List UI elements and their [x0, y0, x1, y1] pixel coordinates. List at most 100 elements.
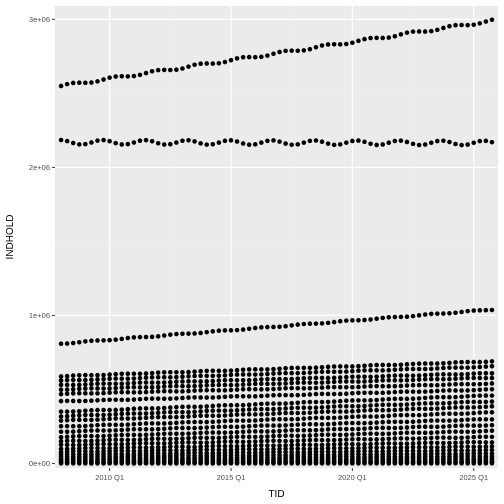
data-point [168, 332, 173, 337]
data-point [265, 371, 270, 377]
data-point [307, 433, 313, 438]
data-point [192, 431, 197, 436]
data-point [107, 428, 112, 433]
data-point [125, 371, 131, 377]
data-point [295, 405, 301, 411]
data-point [343, 403, 349, 409]
data-point [192, 419, 197, 425]
data-point [64, 382, 70, 388]
data-point [277, 443, 282, 448]
data-point [283, 385, 288, 391]
data-point [210, 403, 216, 409]
data-point [234, 461, 240, 466]
data-point [76, 382, 82, 388]
data-point [307, 321, 313, 327]
data-point [161, 142, 167, 147]
data-point [295, 48, 301, 54]
data-point [428, 372, 434, 378]
data-point [337, 461, 343, 466]
data-point [301, 48, 307, 53]
data-point [149, 375, 155, 380]
data-point [83, 408, 88, 414]
data-point [204, 329, 210, 335]
data-point [180, 461, 185, 466]
y-tick-label: 1e+06 [29, 311, 50, 320]
data-point [477, 364, 483, 370]
data-point [76, 438, 82, 444]
data-point [265, 417, 270, 422]
data-point [398, 389, 404, 395]
data-point [198, 425, 203, 431]
data-point [307, 365, 313, 371]
data-point [404, 373, 410, 378]
data-point [186, 409, 191, 415]
data-point [477, 138, 483, 144]
data-point [416, 430, 422, 436]
data-point [149, 436, 155, 442]
data-point [307, 437, 313, 443]
data-points [58, 17, 495, 466]
data-point [107, 376, 112, 382]
data-point [331, 41, 337, 47]
data-point [240, 327, 246, 332]
data-point [331, 432, 337, 438]
data-point [155, 414, 161, 420]
data-point [174, 379, 179, 385]
data-point [295, 433, 301, 439]
data-point [343, 461, 349, 466]
data-point [216, 328, 222, 334]
data-point [265, 406, 270, 412]
data-point [192, 413, 197, 419]
data-point [465, 394, 470, 399]
data-point [180, 440, 185, 445]
data-point [101, 422, 106, 428]
data-point [70, 417, 76, 423]
data-point [125, 335, 131, 341]
data-point [459, 142, 464, 148]
data-point [441, 138, 446, 144]
data-point [234, 139, 240, 144]
data-point [331, 369, 337, 375]
data-point [350, 398, 355, 403]
data-point [174, 440, 179, 446]
data-point [289, 410, 294, 416]
data-point [70, 340, 76, 346]
data-point [441, 418, 446, 423]
data-point [70, 373, 76, 378]
data-point [301, 370, 307, 376]
data-point [155, 431, 161, 437]
data-point [64, 417, 70, 423]
data-point [331, 445, 337, 451]
data-point [386, 373, 392, 379]
data-point [107, 372, 112, 377]
data-point [216, 439, 222, 445]
x-tick-label: 2010 Q1 [95, 473, 124, 482]
data-point [289, 446, 294, 452]
data-point [374, 362, 379, 368]
data-point [428, 430, 434, 436]
data-point [83, 377, 88, 383]
data-point [70, 438, 76, 444]
data-point [435, 418, 440, 423]
data-point [392, 461, 398, 466]
data-point [362, 420, 367, 426]
data-point [204, 413, 210, 419]
data-point [325, 446, 331, 451]
data-point [259, 381, 264, 387]
data-point [228, 368, 234, 373]
data-point [234, 367, 240, 373]
data-point [228, 382, 234, 388]
data-point [410, 424, 416, 430]
data-point [113, 416, 118, 421]
data-point [234, 418, 240, 423]
data-point [210, 430, 216, 435]
data-point [489, 307, 495, 313]
data-point [343, 318, 349, 323]
data-point [149, 396, 155, 401]
data-point [119, 432, 125, 438]
data-point [107, 416, 112, 422]
data-point [350, 461, 355, 466]
data-point [89, 372, 94, 378]
data-point [204, 404, 210, 409]
data-point [283, 416, 288, 422]
